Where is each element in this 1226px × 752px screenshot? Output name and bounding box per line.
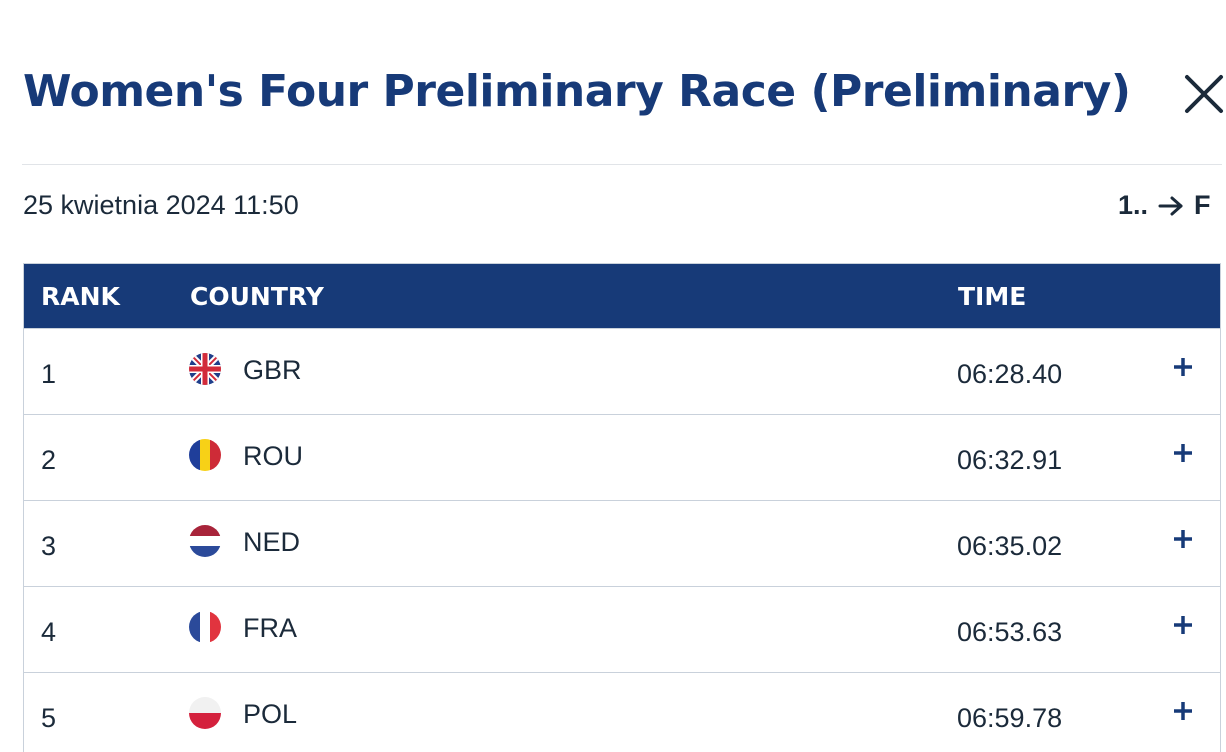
time-cell: 06:28.40 <box>957 359 1063 389</box>
close-button[interactable] <box>1182 72 1226 116</box>
rank-cell: 3 <box>41 531 57 561</box>
rank-cell: 1 <box>41 359 57 389</box>
country-cell: FRA <box>243 613 297 643</box>
expand-row-button[interactable] <box>1170 526 1196 552</box>
table-row[interactable]: 2 ROU 06:32.91 <box>24 414 1220 500</box>
expand-row-button[interactable] <box>1170 440 1196 466</box>
pol-flag-icon <box>189 697 221 729</box>
country-cell: GBR <box>243 355 302 385</box>
results-table: RANK COUNTRY TIME 1 GBR <box>23 263 1221 752</box>
page-title: Women's Four Preliminary Race (Prelimina… <box>23 66 1131 117</box>
table-row[interactable]: 1 GBR 06:28.40 <box>24 328 1220 414</box>
rank-cell: 2 <box>41 445 57 475</box>
table-row[interactable]: 3 NED 06:35.02 <box>24 500 1220 586</box>
expand-row-button[interactable] <box>1170 698 1196 724</box>
plus-icon <box>1174 444 1192 462</box>
rank-cell: 4 <box>41 617 57 647</box>
close-icon <box>1185 75 1223 113</box>
plus-icon <box>1174 358 1192 376</box>
ned-flag-icon <box>189 525 221 557</box>
race-date: 25 kwietnia 2024 11:50 <box>23 190 299 220</box>
plus-icon <box>1174 616 1192 634</box>
column-header-country[interactable]: COUNTRY <box>190 282 324 311</box>
table-row[interactable]: 5 POL 06:59.78 <box>24 672 1220 752</box>
column-header-time[interactable]: TIME <box>958 282 1027 311</box>
race-progression[interactable]: 1.. F <box>1118 190 1211 221</box>
time-cell: 06:32.91 <box>957 445 1063 475</box>
table-header: RANK COUNTRY TIME <box>24 264 1220 328</box>
country-cell: NED <box>243 527 301 557</box>
race-from: 1.. <box>1118 190 1149 220</box>
header-divider <box>22 164 1222 165</box>
expand-row-button[interactable] <box>1170 354 1196 380</box>
column-header-rank[interactable]: RANK <box>41 282 120 311</box>
rou-flag-icon <box>189 439 221 471</box>
fra-flag-icon <box>189 611 221 643</box>
country-cell: POL <box>243 699 298 729</box>
time-cell: 06:59.78 <box>957 703 1063 733</box>
country-cell: ROU <box>243 441 303 471</box>
expand-row-button[interactable] <box>1170 612 1196 638</box>
plus-icon <box>1174 530 1192 548</box>
plus-icon <box>1174 702 1192 720</box>
time-cell: 06:53.63 <box>957 617 1063 647</box>
rank-cell: 5 <box>41 703 57 733</box>
table-row[interactable]: 4 FRA 06:53.63 <box>24 586 1220 672</box>
arrow-right-icon <box>1158 196 1183 215</box>
time-cell: 06:35.02 <box>957 531 1063 561</box>
gbr-flag-icon <box>189 353 221 385</box>
race-to: F <box>1194 190 1211 220</box>
